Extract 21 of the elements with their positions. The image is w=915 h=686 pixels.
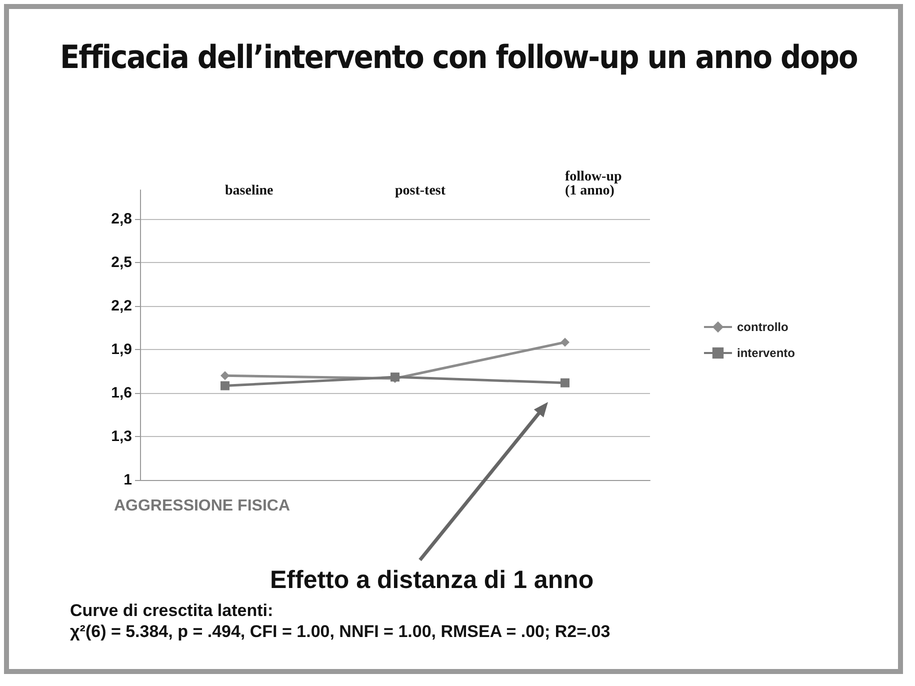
- y-tick-label: 1: [124, 472, 132, 488]
- y-tick-label: 1,9: [111, 341, 132, 358]
- legend-label: intervento: [736, 346, 796, 360]
- chart-title: Efficacia dell’intervento con follow-up un anno dopo: [60, 38, 858, 76]
- y-tick-label: 1,6: [111, 384, 132, 402]
- text: Effetto a distanza di 1 anno: [270, 566, 594, 595]
- y-tick-label: 1,3: [111, 428, 132, 445]
- point: [560, 378, 570, 388]
- y-tick-label: 2,2: [111, 298, 132, 314]
- point: [560, 338, 570, 347]
- legend-label: controllo: [736, 320, 788, 334]
- y-tick-label: 2,8: [111, 210, 132, 228]
- x-tick-label: post-test: [395, 184, 446, 198]
- text: Curve di cresctita latenti:: [70, 600, 274, 621]
- x-tick-label: baseline: [225, 184, 274, 198]
- point: [220, 381, 230, 390]
- text: χ²(6) = 5.384, p = .494, CFI = 1.00, NNFI = 1.00, RMSEA = .00; R2=.03: [70, 621, 612, 642]
- x-axis-title: AGGRESSIONE FISICA: [114, 498, 290, 514]
- point: [220, 371, 230, 380]
- x-tick-label: follow-up (1 anno): [565, 170, 622, 198]
- y-tick-label: 2,5: [111, 254, 132, 271]
